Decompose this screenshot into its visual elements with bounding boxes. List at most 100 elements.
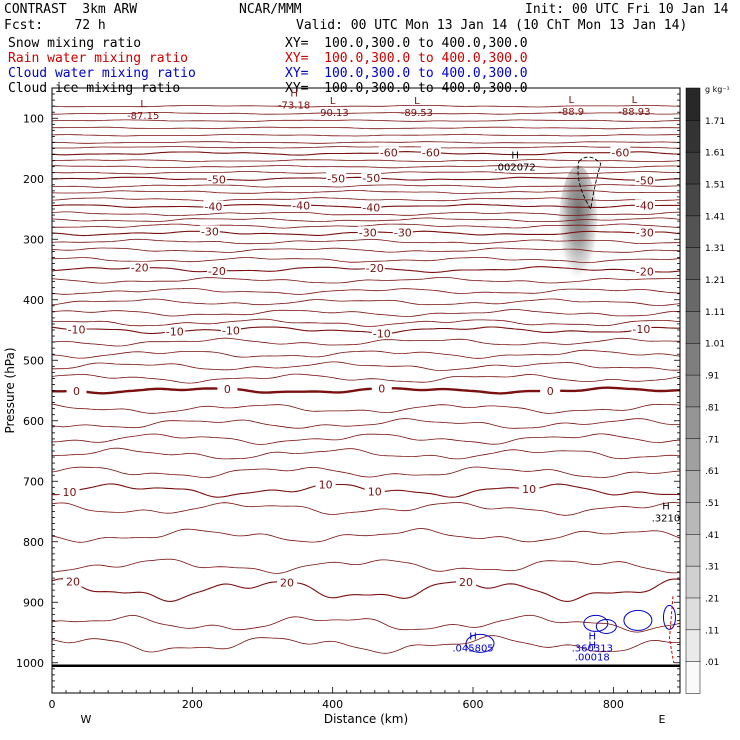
isotherm-line — [52, 403, 680, 414]
isotherm-line — [52, 257, 680, 263]
extreme-value: -87.15 — [127, 111, 159, 122]
isotherm-label-bg — [392, 226, 413, 238]
plot-area: -60 -60 -60-50 -50 -50 -50-40 -40 -40 -40-30 -30-… — [52, 88, 680, 668]
y-tick-label: 600 — [23, 415, 44, 428]
colorbar-swatch — [685, 87, 701, 121]
isotherm-line — [52, 197, 680, 202]
isotherm-label-bg — [634, 265, 655, 277]
center-title: NCAR/MMM — [239, 2, 302, 17]
isotherm-label: -50 — [327, 172, 345, 185]
isotherm-label: 20 — [459, 576, 473, 589]
isotherm-label: -50 — [208, 173, 226, 186]
colorbar-label: 1.41 — [705, 212, 725, 222]
isotherm-label-bg — [291, 199, 312, 211]
isotherm-label: 10 — [522, 483, 536, 496]
cloud-water-contour — [465, 633, 495, 653]
extreme-marker: H — [511, 151, 519, 162]
isotherm-line — [52, 466, 680, 479]
isotherm-label: -30 — [201, 225, 219, 238]
isotherm-label-bg — [610, 146, 631, 158]
colorbar-label: .71 — [705, 435, 719, 445]
isotherm-label-bg — [199, 225, 220, 237]
isotherm-line — [52, 141, 680, 144]
isotherm-label: 0 — [224, 383, 231, 396]
extreme-marker: H — [589, 641, 597, 652]
isotherm-label: 0 — [547, 385, 554, 398]
x-tick-label: 800 — [603, 698, 624, 711]
isotherm-label-bg — [206, 173, 227, 185]
isotherm-line — [52, 165, 680, 169]
isotherm-label-bg — [631, 322, 652, 334]
isotherm-line — [52, 635, 680, 654]
isotherm-line — [52, 119, 680, 122]
isotherm-label-bg — [357, 226, 378, 238]
isotherm-line — [52, 447, 680, 460]
isotherm-label: -60 — [380, 147, 398, 160]
extreme-marker: H — [662, 502, 670, 513]
extreme-value: -88.93 — [618, 107, 650, 118]
snow-shading — [558, 165, 599, 296]
isotherm-label-bg — [217, 382, 238, 394]
x-tick-label: 400 — [322, 698, 343, 711]
isotherm--10 — [52, 326, 680, 335]
isotherm--60 — [52, 151, 680, 156]
colorbar-swatch — [685, 374, 701, 408]
isotherm-line — [52, 184, 680, 188]
colorbar-label: .51 — [705, 499, 719, 509]
y-tick-label: 100 — [23, 112, 44, 125]
isotherm-label-bg — [371, 382, 392, 394]
cloud-water-contour — [583, 614, 609, 632]
y-tick-label: 1000 — [16, 657, 44, 670]
legend-cloud-water-label: Cloud water mixing ratio — [8, 66, 196, 81]
isotherm-label-bg — [206, 264, 227, 276]
isotherm-label: -10 — [166, 326, 184, 339]
colorbar-label: 1.51 — [705, 181, 725, 191]
isotherm-line — [52, 361, 680, 371]
colorbar-swatch — [685, 215, 701, 248]
extreme-value: .360313 — [572, 644, 613, 655]
isotherm-line — [52, 418, 680, 429]
extreme-marker: H — [469, 632, 477, 643]
isotherm-line — [52, 373, 680, 384]
isotherm-label: 10 — [63, 486, 77, 499]
extreme-marker: L — [414, 96, 420, 107]
west-label: W — [81, 713, 92, 726]
extreme-marker: L — [330, 96, 336, 107]
isotherm-line — [52, 238, 680, 245]
isotherm-label: 10 — [368, 486, 382, 499]
isotherm-label: -30 — [394, 227, 412, 240]
colorbar-label: 1.01 — [705, 340, 725, 350]
isotherm-label: 20 — [280, 576, 294, 589]
isotherm-line — [52, 349, 680, 359]
isotherm-line — [52, 211, 680, 216]
isotherm-label: -40 — [636, 199, 654, 212]
isotherm-label: -50 — [636, 174, 654, 187]
colorbar-swatch — [685, 660, 701, 694]
isotherm-label: 10 — [319, 479, 333, 492]
colorbar-label: 1.31 — [705, 244, 725, 254]
x-axis-title: Distance (km) — [324, 712, 408, 726]
colorbar-unit: g kg⁻¹ — [705, 85, 730, 94]
colorbar-label: .61 — [705, 467, 719, 477]
extreme-value: -88.9 — [558, 107, 584, 118]
colorbar-label: 1.61 — [705, 149, 725, 159]
isotherm-label: -10 — [68, 323, 86, 336]
isotherm-line — [52, 298, 680, 307]
isotherm-label-bg — [361, 201, 382, 213]
colorbar-label: 1.21 — [705, 276, 725, 286]
legend-snow-xy: XY= 100.0,300.0 to 400.0,300.0 — [285, 36, 528, 51]
isotherm-line — [52, 614, 680, 633]
isotherm-0 — [52, 386, 680, 395]
isotherm-label: -40 — [204, 201, 222, 214]
colorbar-swatch — [685, 629, 701, 662]
colorbar-swatch — [685, 469, 701, 503]
colorbar-label: .21 — [705, 594, 719, 604]
colorbar-label: .31 — [705, 563, 719, 573]
colorbar-swatch — [685, 310, 701, 344]
isotherm-label: 0 — [378, 383, 385, 396]
extreme-marker: L — [632, 95, 638, 106]
isotherm-line — [52, 190, 680, 194]
isotherm-label-bg — [59, 486, 80, 498]
isotherm-label-bg — [420, 146, 441, 158]
rain-water-contour — [668, 596, 675, 663]
